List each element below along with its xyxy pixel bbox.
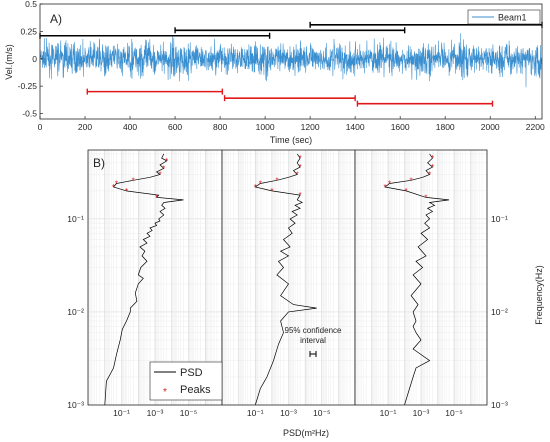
a-xtick-label: 1600 bbox=[391, 122, 410, 132]
a-xtick-label: 0 bbox=[38, 122, 43, 132]
psd-frame bbox=[354, 149, 488, 406]
legend-label-psd: PSD bbox=[180, 367, 203, 379]
psd-xtick-label: 10⁻⁵ bbox=[313, 408, 330, 418]
a-xtick-label: 1200 bbox=[301, 122, 320, 132]
psd-line bbox=[384, 153, 450, 406]
psd-xtick-label: 10⁻³ bbox=[413, 408, 430, 418]
a-xtick-label: 200 bbox=[78, 122, 92, 132]
panel-b-legend: PSD * Peaks bbox=[149, 361, 223, 401]
a-xtick-label: 400 bbox=[123, 122, 137, 132]
peak-marker: * bbox=[112, 183, 115, 192]
peak-marker: * bbox=[254, 183, 257, 192]
panel-a-legend: Beam1 bbox=[467, 9, 541, 25]
peak-marker: * bbox=[431, 163, 434, 172]
panel-a-ticks: 0 200 400 600 800 1000 1200 1400 1600 1800 2000 220… bbox=[18, 0, 545, 132]
psd-xtick-label: 10⁻¹ bbox=[380, 408, 397, 418]
peak-marker: * bbox=[275, 176, 278, 185]
peak-marker: * bbox=[132, 176, 135, 185]
panel-a-ylabel: Vel.(m/s) bbox=[4, 44, 14, 80]
panel-a-label: A) bbox=[50, 12, 62, 26]
peak-marker: * bbox=[428, 170, 431, 179]
peak-marker: * bbox=[270, 187, 273, 196]
psd-ytick-label: 10⁻² bbox=[67, 307, 84, 317]
confidence-label-line1: 95% confidence bbox=[285, 326, 342, 335]
peak-marker: * bbox=[410, 176, 413, 185]
psd-xtick-label: 10⁻⁵ bbox=[180, 408, 197, 418]
panel-a-xlabel: Time (sec) bbox=[270, 135, 312, 145]
legend-box bbox=[467, 9, 541, 25]
a-xtick-label: 600 bbox=[168, 122, 182, 132]
a-ytick-label: 0 bbox=[32, 54, 37, 64]
psd-ytick-label-right: 10⁻¹ bbox=[491, 214, 508, 224]
psd-xtick-label: 10⁻³ bbox=[147, 408, 164, 418]
peak-marker: * bbox=[384, 183, 387, 192]
psd-line bbox=[104, 153, 184, 406]
panel-b-label: B) bbox=[93, 156, 105, 170]
a-xtick-label: 1400 bbox=[346, 122, 365, 132]
velocity-series bbox=[39, 33, 543, 88]
velocity-line bbox=[39, 33, 543, 88]
peak-marker: * bbox=[388, 180, 391, 189]
psd-ytick-label-right: 10⁻³ bbox=[491, 400, 508, 410]
a-xtick-label: 1000 bbox=[256, 122, 275, 132]
peak-marker: * bbox=[259, 180, 262, 189]
peak-marker: * bbox=[431, 154, 434, 163]
panel-a-frame bbox=[39, 3, 543, 120]
legend-swatch-peaks: * bbox=[163, 387, 167, 398]
peak-marker: * bbox=[299, 163, 302, 172]
a-xtick-label: 2200 bbox=[526, 122, 545, 132]
psd-line bbox=[254, 153, 317, 406]
psd-subpanels: *** * ****10⁻¹ 10⁻³ 10⁻⁵*** * ****10⁻¹ 10⁻³ 10⁻⁵… bbox=[67, 149, 508, 418]
psd-legend-box bbox=[149, 361, 223, 401]
psd-xtick-label: 10⁻¹ bbox=[247, 408, 264, 418]
panel-b-xlabel: PSD(m²Hz) bbox=[283, 428, 329, 438]
psd-subpanel-2: *** * ****10⁻¹ 10⁻³ 10⁻⁵ bbox=[221, 149, 356, 418]
legend-label-beam1: Beam1 bbox=[498, 13, 527, 23]
panel-b: *** * ****10⁻¹ 10⁻³ 10⁻⁵*** * ****10⁻¹ 10⁻³ 10⁻⁵… bbox=[67, 149, 544, 438]
a-xtick-label: 1800 bbox=[436, 122, 455, 132]
peak-marker: * bbox=[299, 191, 302, 200]
psd-ytick-label: 10⁻³ bbox=[67, 400, 84, 410]
panel-b-ylabel: Frequency(Hz) bbox=[534, 265, 544, 325]
peak-marker: * bbox=[296, 170, 299, 179]
peak-marker: * bbox=[424, 193, 427, 202]
panel-a: 0 200 400 600 800 1000 1200 1400 1600 1800 2000 220… bbox=[4, 0, 545, 145]
psd-ytick-label-right: 10⁻² bbox=[491, 307, 508, 317]
a-xtick-label: 2000 bbox=[481, 122, 500, 132]
psd-ytick-label: 10⁻¹ bbox=[67, 214, 84, 224]
peak-marker: * bbox=[405, 187, 408, 196]
a-ytick-label: -0.5 bbox=[22, 109, 37, 119]
a-xtick-label: 800 bbox=[213, 122, 227, 132]
psd-xtick-label: 10⁻⁵ bbox=[445, 408, 462, 418]
psd-xtick-label: 10⁻³ bbox=[280, 408, 297, 418]
legend-label-peaks: Peaks bbox=[180, 384, 211, 396]
a-ytick-label: 0.25 bbox=[20, 26, 37, 36]
peak-marker: * bbox=[158, 170, 161, 179]
psd-xtick-label: 10⁻¹ bbox=[113, 408, 130, 418]
peak-marker: * bbox=[155, 193, 158, 202]
a-ytick-label: -0.25 bbox=[18, 81, 38, 91]
peak-marker: * bbox=[115, 180, 118, 189]
peak-marker: * bbox=[162, 164, 165, 173]
peak-marker: * bbox=[165, 157, 168, 166]
confidence-annotation: 95% confidence interval bbox=[285, 326, 342, 357]
peak-marker: * bbox=[299, 154, 302, 163]
confidence-label-line2: interval bbox=[300, 336, 326, 345]
peak-marker: * bbox=[125, 187, 128, 196]
a-ytick-label: 0.5 bbox=[25, 0, 37, 9]
psd-subpanel-3: *** * ****10⁻¹ 10⁻³ 10⁻⁵ bbox=[354, 149, 488, 418]
